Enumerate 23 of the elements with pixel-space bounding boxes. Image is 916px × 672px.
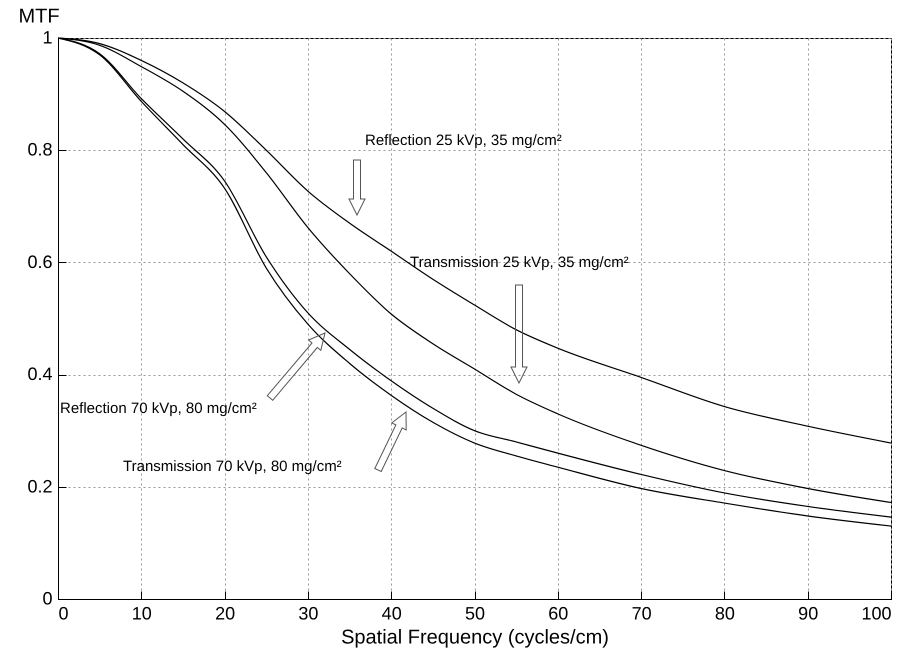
annotation: Transmission 25 kVp, 35 mg/cm² [410,254,629,271]
annotation: Transmission 70 kVp, 80 mg/cm² [123,458,342,475]
x-axis-title: Spatial Frequency (cycles/cm) [341,626,609,648]
x-tick-label: 0 [58,604,69,624]
x-tick-label: 80 [714,604,735,624]
y-tick-label: 0.4 [27,364,52,384]
x-tick-label: 60 [548,604,568,624]
annotation: Reflection 70 kVp, 80 mg/cm² [60,400,257,417]
x-tick-label: 90 [798,604,818,624]
y-axis-title: MTF [18,6,60,28]
y-tick-label: 0 [42,588,52,608]
x-tick-label: 50 [464,604,486,624]
y-tick-label: 0.2 [27,476,52,496]
annotation: Reflection 25 kVp, 35 mg/cm² [365,132,562,149]
y-tick-label: 0.8 [27,140,52,160]
x-tick-label: 20 [215,604,236,624]
x-tick-label: 30 [298,604,318,624]
y-tick-label: 0.6 [27,252,52,272]
x-tick-label: 40 [382,604,402,624]
x-tick-label: 10 [132,604,152,624]
x-tick-label: 100 [861,604,892,624]
x-tick-label: 70 [632,604,652,624]
y-tick-label: 1 [42,28,52,48]
